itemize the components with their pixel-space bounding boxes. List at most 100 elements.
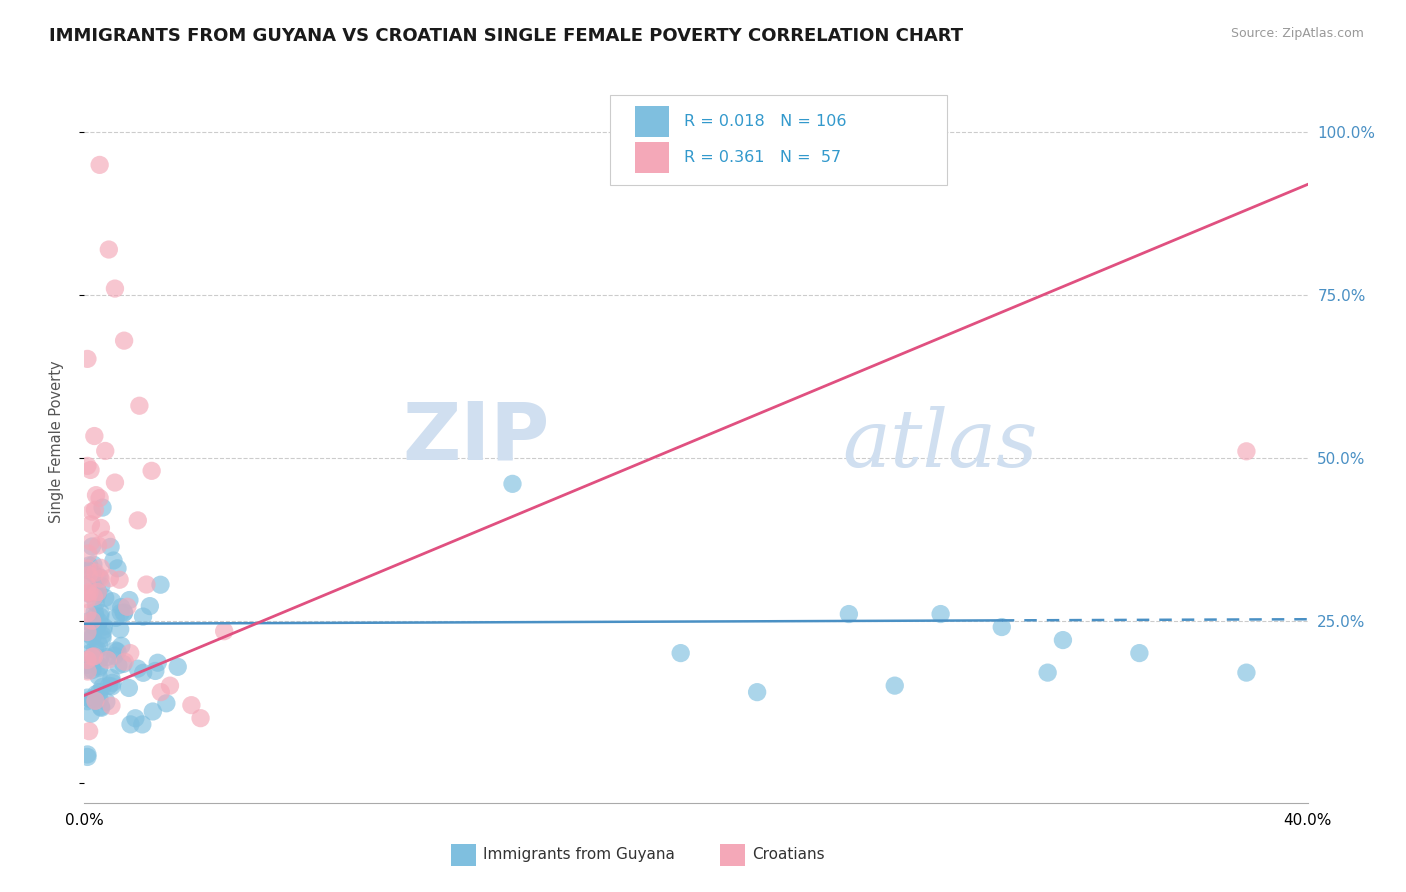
Text: R = 0.361   N =  57: R = 0.361 N = 57 <box>683 150 841 165</box>
Ellipse shape <box>90 156 108 174</box>
Ellipse shape <box>134 607 152 625</box>
Ellipse shape <box>993 618 1011 636</box>
Ellipse shape <box>79 656 97 674</box>
Ellipse shape <box>157 694 176 713</box>
FancyBboxPatch shape <box>720 844 745 865</box>
Ellipse shape <box>91 570 110 588</box>
Ellipse shape <box>89 640 107 659</box>
Ellipse shape <box>120 679 138 697</box>
Ellipse shape <box>79 692 97 710</box>
Ellipse shape <box>101 538 120 556</box>
Text: R = 0.018   N = 106: R = 0.018 N = 106 <box>683 114 846 129</box>
Ellipse shape <box>83 502 101 521</box>
Ellipse shape <box>100 677 118 695</box>
Ellipse shape <box>79 583 97 601</box>
Ellipse shape <box>146 662 165 680</box>
Ellipse shape <box>100 241 118 259</box>
Ellipse shape <box>134 664 152 681</box>
Ellipse shape <box>79 457 97 475</box>
Ellipse shape <box>93 678 111 696</box>
Ellipse shape <box>98 651 117 669</box>
Ellipse shape <box>112 637 131 655</box>
Ellipse shape <box>128 659 148 678</box>
Ellipse shape <box>79 613 97 631</box>
Text: Croatians: Croatians <box>752 847 825 863</box>
Ellipse shape <box>107 641 125 659</box>
Ellipse shape <box>160 676 179 695</box>
Ellipse shape <box>80 723 98 740</box>
Ellipse shape <box>103 673 122 692</box>
Ellipse shape <box>121 591 139 609</box>
Ellipse shape <box>97 692 115 711</box>
Ellipse shape <box>89 582 107 600</box>
Ellipse shape <box>79 689 97 706</box>
Ellipse shape <box>87 486 105 504</box>
Ellipse shape <box>1237 664 1256 681</box>
Ellipse shape <box>886 676 904 695</box>
Ellipse shape <box>91 519 110 537</box>
Ellipse shape <box>80 644 100 662</box>
Ellipse shape <box>128 511 148 530</box>
Ellipse shape <box>87 619 105 638</box>
Ellipse shape <box>115 332 134 350</box>
Ellipse shape <box>79 566 98 584</box>
Ellipse shape <box>86 607 104 625</box>
Ellipse shape <box>91 698 110 716</box>
Ellipse shape <box>79 661 97 679</box>
Ellipse shape <box>94 617 112 636</box>
Ellipse shape <box>114 655 132 673</box>
Ellipse shape <box>839 605 858 624</box>
Text: Source: ZipAtlas.com: Source: ZipAtlas.com <box>1230 27 1364 40</box>
Ellipse shape <box>89 583 107 601</box>
Ellipse shape <box>79 623 97 641</box>
Ellipse shape <box>103 669 121 687</box>
Ellipse shape <box>110 657 128 674</box>
Ellipse shape <box>108 642 127 661</box>
Text: atlas: atlas <box>842 407 1038 483</box>
Ellipse shape <box>82 690 100 708</box>
Ellipse shape <box>80 583 98 602</box>
Ellipse shape <box>104 551 122 570</box>
Ellipse shape <box>1237 442 1256 460</box>
Ellipse shape <box>1039 664 1057 681</box>
FancyBboxPatch shape <box>610 95 946 185</box>
FancyBboxPatch shape <box>636 143 669 173</box>
Ellipse shape <box>131 397 149 415</box>
Ellipse shape <box>1053 631 1073 649</box>
Ellipse shape <box>672 644 690 662</box>
Ellipse shape <box>90 568 108 586</box>
Ellipse shape <box>79 544 97 563</box>
Ellipse shape <box>91 607 110 625</box>
Ellipse shape <box>90 613 108 631</box>
Ellipse shape <box>89 536 107 555</box>
Ellipse shape <box>80 557 98 574</box>
Ellipse shape <box>748 683 766 701</box>
Ellipse shape <box>83 661 101 679</box>
Ellipse shape <box>111 604 129 622</box>
Text: Immigrants from Guyana: Immigrants from Guyana <box>484 847 675 863</box>
Ellipse shape <box>90 657 108 675</box>
Text: ZIP: ZIP <box>402 399 550 477</box>
Ellipse shape <box>91 604 110 622</box>
Ellipse shape <box>97 531 115 549</box>
Ellipse shape <box>90 683 108 701</box>
Ellipse shape <box>86 564 104 582</box>
Ellipse shape <box>141 597 159 615</box>
Ellipse shape <box>105 474 124 491</box>
Ellipse shape <box>1130 644 1149 662</box>
Ellipse shape <box>87 594 105 612</box>
Ellipse shape <box>118 598 136 615</box>
Ellipse shape <box>138 575 156 594</box>
Ellipse shape <box>191 709 209 727</box>
Ellipse shape <box>93 626 111 644</box>
Ellipse shape <box>90 635 108 654</box>
Ellipse shape <box>84 690 103 708</box>
Ellipse shape <box>84 588 103 606</box>
Ellipse shape <box>79 650 97 668</box>
Ellipse shape <box>111 571 129 589</box>
Ellipse shape <box>79 559 97 578</box>
Ellipse shape <box>115 604 134 622</box>
Ellipse shape <box>149 654 167 672</box>
Ellipse shape <box>183 696 201 714</box>
FancyBboxPatch shape <box>451 844 475 865</box>
